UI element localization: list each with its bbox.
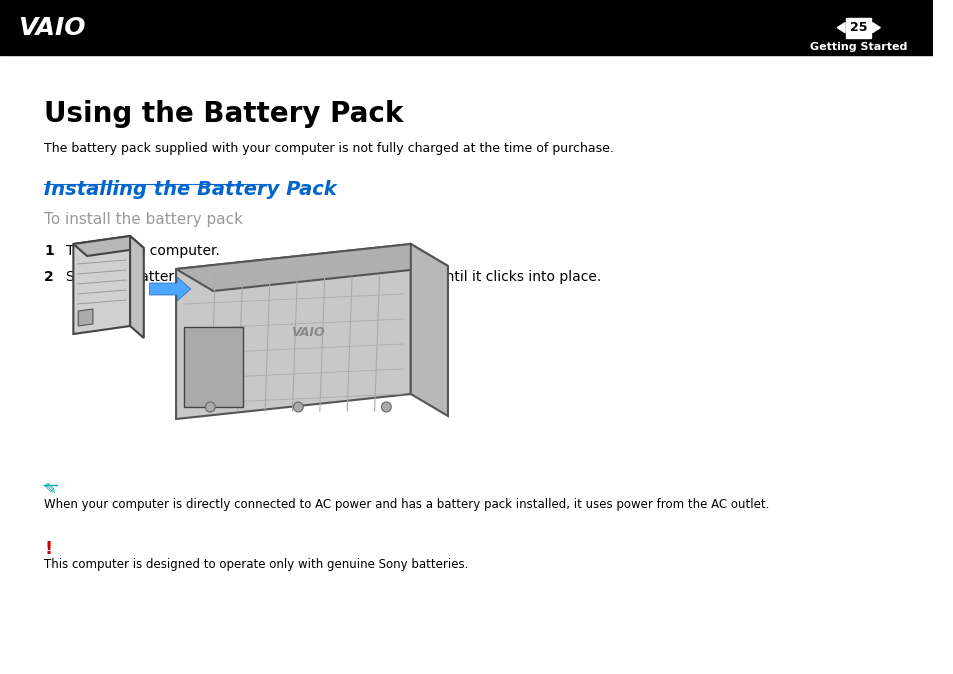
Text: Turn off the computer.: Turn off the computer. (66, 244, 219, 258)
Text: Getting Started: Getting Started (809, 42, 906, 52)
Polygon shape (130, 236, 144, 338)
Text: Installing the Battery Pack: Installing the Battery Pack (44, 180, 336, 200)
Circle shape (205, 402, 215, 412)
Polygon shape (176, 244, 411, 419)
Text: !: ! (44, 540, 52, 558)
Polygon shape (837, 23, 844, 32)
Text: To install the battery pack: To install the battery pack (44, 212, 243, 227)
Text: 1: 1 (44, 244, 53, 258)
Text: 2: 2 (44, 270, 53, 284)
Text: The battery pack supplied with your computer is not fully charged at the time of: The battery pack supplied with your comp… (44, 142, 613, 155)
Polygon shape (73, 236, 144, 256)
Polygon shape (411, 244, 448, 416)
Text: Using the Battery Pack: Using the Battery Pack (44, 100, 403, 128)
Polygon shape (176, 244, 448, 291)
Text: When your computer is directly connected to AC power and has a battery pack inst: When your computer is directly connected… (44, 498, 768, 511)
Polygon shape (150, 277, 191, 301)
Text: 25: 25 (849, 21, 866, 34)
Text: This computer is designed to operate only with genuine Sony batteries.: This computer is designed to operate onl… (44, 558, 468, 571)
Polygon shape (73, 236, 130, 334)
Polygon shape (872, 23, 880, 32)
Text: VAIO: VAIO (17, 16, 85, 40)
Bar (184, 327, 242, 407)
Bar (0, 0, 932, 55)
Circle shape (294, 402, 303, 412)
Bar (845, 18, 871, 38)
Polygon shape (78, 309, 92, 326)
Text: VAIO: VAIO (291, 326, 325, 338)
Circle shape (381, 402, 391, 412)
Text: Slide the battery pack into the battery compartment until it clicks into place.: Slide the battery pack into the battery … (66, 270, 600, 284)
Text: ✎: ✎ (44, 482, 57, 497)
